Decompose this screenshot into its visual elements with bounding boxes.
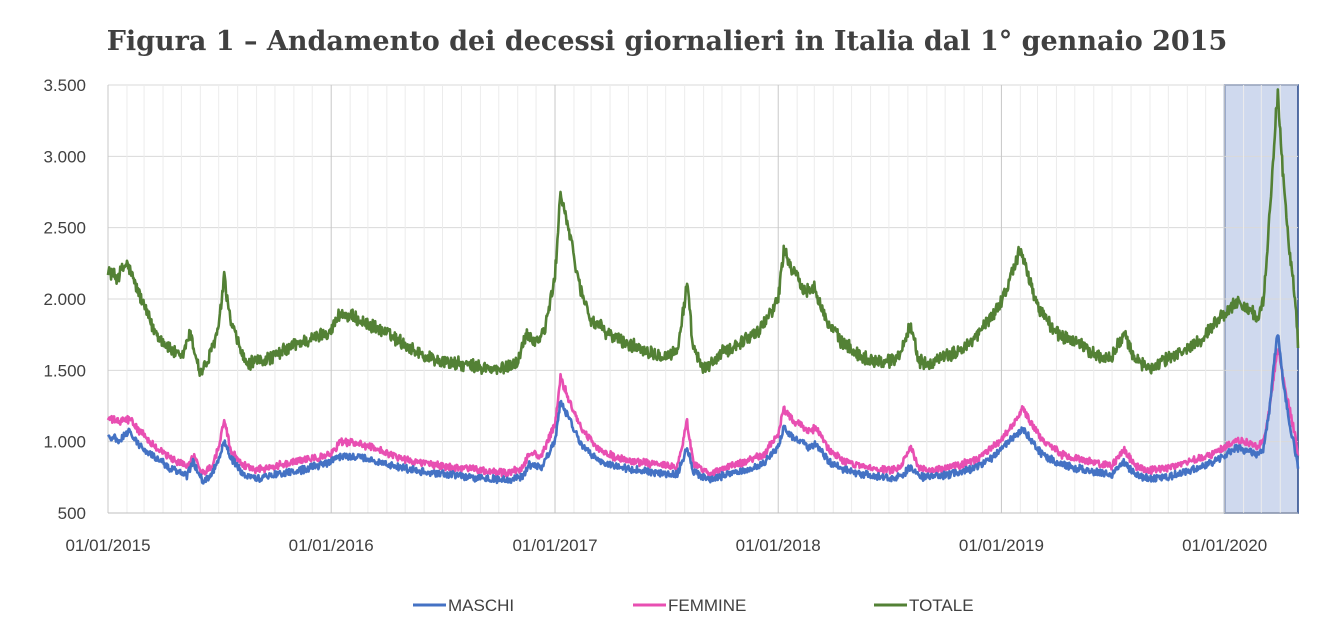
series-line-totale (106, 88, 1300, 377)
x-tick-label: 01/01/2020 (1182, 536, 1267, 555)
y-tick-label: 1.500 (43, 361, 86, 380)
y-tick-label: 2.000 (43, 290, 86, 309)
legend-label-maschi: MASCHI (448, 596, 514, 615)
axis-layer: 500 1.000 1.500 2.000 2.500 3.000 3.500 01/01/2… (43, 76, 1298, 555)
x-tick-label: 01/01/2016 (289, 536, 374, 555)
series-line-femmine (106, 348, 1300, 478)
x-tick-label: 01/01/2017 (512, 536, 597, 555)
x-tick-label: 01/01/2018 (736, 536, 821, 555)
x-tick-label: 01/01/2015 (65, 536, 150, 555)
y-tick-label: 2.500 (43, 219, 86, 238)
chart-title: Figura 1 – Andamento dei decessi giornal… (106, 26, 1228, 57)
x-tick-label: 01/01/2019 (959, 536, 1044, 555)
legend-label-femmine: FEMMINE (668, 596, 746, 615)
series-layer (106, 88, 1300, 485)
y-tick-label: 1.000 (43, 433, 86, 452)
legend-label-totale: TOTALE (909, 596, 974, 615)
y-tick-label: 3.000 (43, 147, 86, 166)
y-tick-label: 500 (58, 504, 86, 523)
grid-layer (107, 84, 1298, 514)
series-line-maschi (106, 334, 1300, 485)
y-tick-label: 3.500 (43, 76, 86, 95)
legend-layer: MASCHI FEMMINE TOTALE (413, 596, 974, 615)
